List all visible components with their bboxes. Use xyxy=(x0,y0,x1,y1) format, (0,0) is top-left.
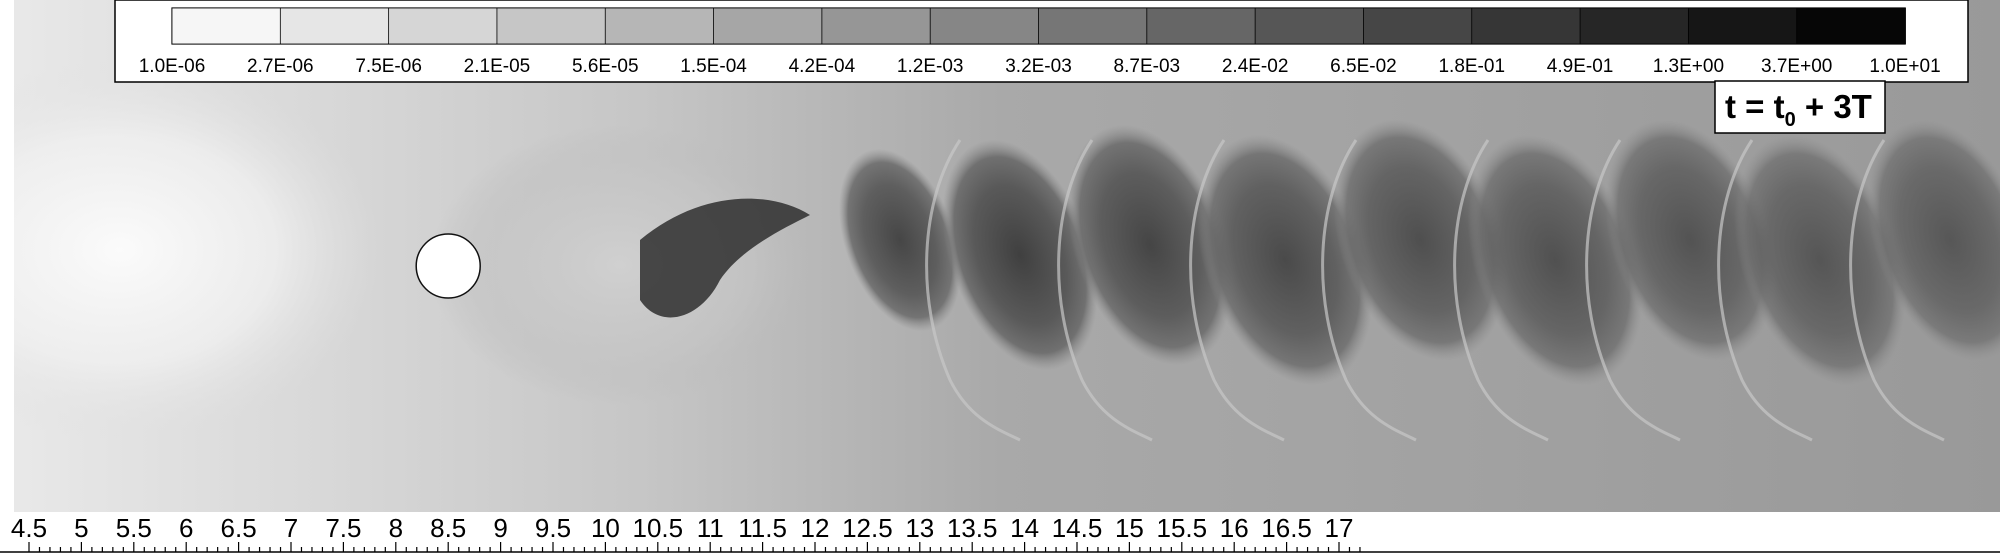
colorbar-tick-label: 1.0E-06 xyxy=(139,56,206,77)
colorbar-cell xyxy=(1363,7,1473,45)
x-tick-label: 15.5 xyxy=(1156,513,1207,543)
x-axis-ticks xyxy=(28,542,1361,552)
x-axis-tick-labels: 4.5 5 5.5 6 6.5 7 7.5 8 8.5 9 9.5 10 10.5 11 11.5 12 12.… xyxy=(11,513,1354,543)
colorbar-cell xyxy=(604,7,715,45)
x-tick-label: 4.5 xyxy=(11,513,47,543)
x-tick-label: 5.5 xyxy=(116,513,152,543)
colorbar-cell xyxy=(1038,7,1148,45)
colorbar-cell xyxy=(1471,7,1581,45)
x-tick-label: 16 xyxy=(1220,513,1249,543)
colorbar-tick-label: 1.3E+00 xyxy=(1653,56,1724,77)
vortex xyxy=(1467,134,1643,386)
vortex-boundary xyxy=(1585,139,1681,442)
vortex-boundary xyxy=(1057,139,1153,442)
x-tick-label: 12.5 xyxy=(842,513,893,543)
x-tick-label: 11.5 xyxy=(738,513,787,543)
colorbar-tick-label: 1.0E+01 xyxy=(1869,56,1940,77)
colorbar-cell xyxy=(279,7,390,45)
time-annotation-main: t = t xyxy=(1725,88,1785,125)
colorbar-tick-labels: 1.0E-06 2.7E-06 7.5E-06 2.1E-05 5.6E-05 1.5E-… xyxy=(139,56,1941,77)
colorbar-tick-label: 4.2E-04 xyxy=(789,56,856,77)
vortex xyxy=(1067,124,1233,366)
x-tick-label: 7 xyxy=(284,513,298,543)
vortex-boundary xyxy=(1453,139,1549,442)
colorbar-cell xyxy=(496,7,607,45)
vortex-street xyxy=(640,119,2000,442)
x-tick-label: 7.5 xyxy=(325,513,361,543)
vortex xyxy=(942,139,1098,371)
x-tick-label: 11 xyxy=(697,513,724,543)
x-tick-label: 12 xyxy=(801,513,830,543)
x-tick-label: 13.5 xyxy=(947,513,998,543)
colorbar-cell xyxy=(713,7,823,45)
colorbar-tick-label: 3.7E+00 xyxy=(1761,56,1832,77)
colorbar-tick-label: 1.8E-01 xyxy=(1438,56,1505,77)
time-annotation-tail: + 3T xyxy=(1796,88,1872,125)
time-annotation-box xyxy=(1714,80,1886,134)
cylinder-halo xyxy=(430,125,810,405)
colorbar-tick-label: 2.7E-06 xyxy=(247,56,314,77)
x-tick-label: 10.5 xyxy=(632,513,683,543)
x-tick-label: 14.5 xyxy=(1052,513,1103,543)
cylinder xyxy=(415,233,481,299)
x-tick-label: 6 xyxy=(179,513,193,543)
colorbar-cell xyxy=(1687,7,1798,45)
x-tick-label: 10 xyxy=(591,513,620,543)
colorbar-cell xyxy=(1254,7,1365,45)
x-tick-label: 17 xyxy=(1325,513,1354,543)
colorbar-tick-label: 3.2E-03 xyxy=(1005,56,1072,77)
colorbar-tick-label: 4.9E-01 xyxy=(1547,56,1614,77)
colorbar-tick-label: 5.6E-05 xyxy=(572,56,639,77)
time-annotation: t = t0 + 3T xyxy=(1714,80,1886,134)
colorbar-tick-label: 1.5E-04 xyxy=(680,56,747,77)
colorbar-tick-label: 6.5E-02 xyxy=(1330,56,1397,77)
time-annotation-text: t = t0 + 3T xyxy=(1725,88,1872,131)
x-tick-label: 15 xyxy=(1115,513,1144,543)
colorbar-tick-label: 2.4E-02 xyxy=(1222,56,1289,77)
x-axis: 4.5 5 5.5 6 6.5 7 7.5 8 8.5 9 9.5 10 10.5 11 11.5 12 12.… xyxy=(0,512,2000,559)
time-annotation-subscript: 0 xyxy=(1785,109,1796,131)
x-tick-label: 6.5 xyxy=(221,513,257,543)
x-tick-label: 13 xyxy=(905,513,934,543)
vortex xyxy=(1333,119,1507,361)
x-tick-label: 9 xyxy=(493,513,507,543)
vortex-boundary xyxy=(1849,139,1945,442)
colorbar-cell xyxy=(1796,7,1906,45)
colorbar-cell xyxy=(821,7,932,45)
colorbar-tick-label: 8.7E-03 xyxy=(1114,56,1181,77)
upstream-bright-region xyxy=(14,60,380,440)
colorbar-tick-label: 2.1E-05 xyxy=(464,56,531,77)
x-tick-label: 9.5 xyxy=(535,513,571,543)
colorbar-cell xyxy=(388,7,498,45)
colorbar-cells xyxy=(171,7,1906,45)
colorbar-tick-label: 7.5E-06 xyxy=(355,56,422,77)
x-tick-label: 8 xyxy=(389,513,403,543)
colorbar-cell xyxy=(1146,7,1257,45)
colorbar-cell xyxy=(929,7,1040,45)
colorbar: 1.0E-06 2.7E-06 7.5E-06 2.1E-05 5.6E-05 1.5E-… xyxy=(114,0,1969,83)
near-wake-shear xyxy=(640,198,810,318)
colorbar-cell xyxy=(171,7,282,45)
vortex-boundary xyxy=(1189,139,1285,442)
x-tick-label: 16.5 xyxy=(1261,513,1312,543)
vortex xyxy=(1867,119,2000,361)
contour-field xyxy=(14,0,2000,512)
x-tick-label: 8.5 xyxy=(430,513,466,543)
vortex xyxy=(838,148,962,332)
colorbar-cell xyxy=(1579,7,1690,45)
vortex-boundary xyxy=(1717,139,1813,442)
vortex-boundary xyxy=(1321,139,1417,442)
colorbar-tick-label: 1.2E-03 xyxy=(897,56,964,77)
vortex-boundary xyxy=(925,139,1021,442)
x-tick-label: 14 xyxy=(1010,513,1039,543)
x-tick-label: 5 xyxy=(74,513,88,543)
vortex xyxy=(1734,134,1906,386)
